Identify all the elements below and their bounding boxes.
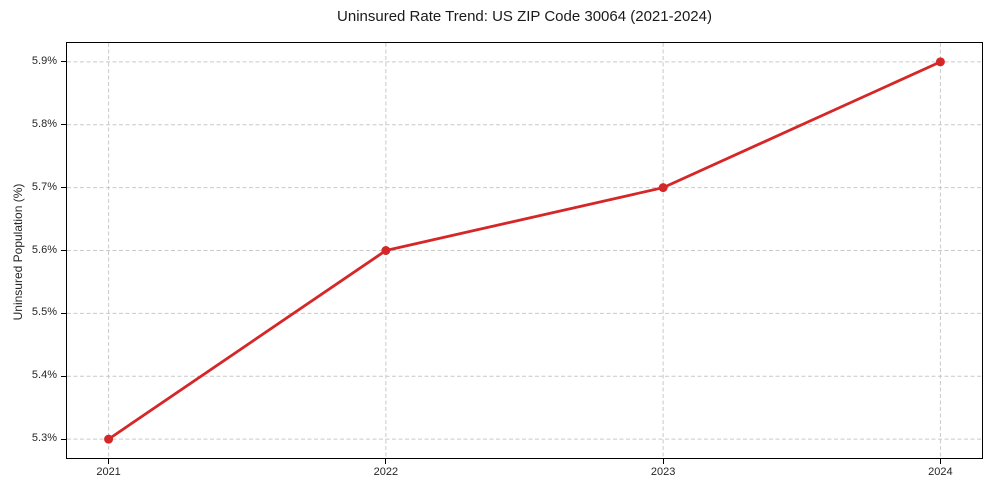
y-tick-label: 5.7% [31,180,57,193]
y-tick-label: 5.9% [31,54,57,67]
y-tick-mark [61,61,66,63]
y-tick-mark [61,124,66,126]
y-tick-mark [61,250,66,251]
x-tick-mark [939,459,941,464]
x-tick-mark [385,459,387,464]
y-tick-mark [61,312,66,314]
x-tick-label: 2023 [650,466,676,478]
y-tick-mark [61,375,66,377]
data-point [104,434,114,444]
y-tick-label: 5.6% [31,243,57,256]
x-tick-mark [108,459,110,464]
data-point [381,246,391,255]
y-tick-label: 5.5% [31,306,57,319]
y-tick-label: 5.3% [31,432,57,445]
plot-area [66,42,983,459]
data-point [658,183,668,193]
y-tick-label: 5.4% [31,369,57,382]
data-point [935,57,945,67]
trend-line [107,60,942,441]
x-tick-label: 2022 [373,466,399,478]
y-tick-label: 5.8% [31,117,57,130]
y-tick-mark [61,187,66,189]
x-tick-mark [662,459,664,464]
y-tick-mark [61,438,66,440]
chart-title: Uninsured Rate Trend: US ZIP Code 30064 … [337,8,712,25]
x-tick-label: 2024 [928,466,953,478]
line-chart-svg [67,43,982,458]
x-tick-label: 2021 [96,466,121,478]
